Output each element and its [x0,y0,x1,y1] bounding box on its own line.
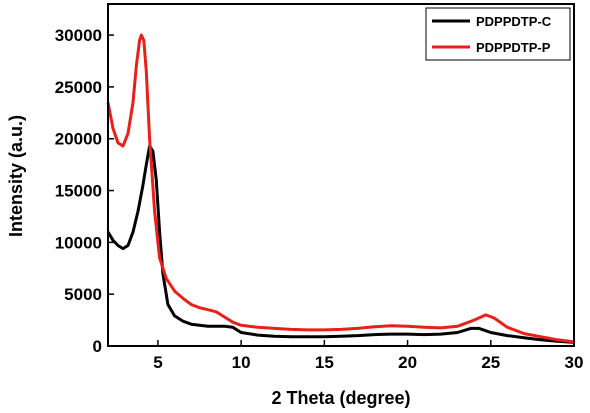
legend-box [425,7,571,61]
series-lines [106,33,575,344]
y-tick-label: 20000 [55,130,102,149]
x-tick-label: 20 [398,353,417,372]
x-tick-label: 10 [232,353,251,372]
legend-label-pdppdtp-c: PDPPDTP-C [476,14,552,29]
y-tick-label: 0 [93,337,102,356]
x-axis: 5 10 15 20 25 30 [153,340,583,372]
y-tick-label: 5000 [64,285,102,304]
x-tick-label: 5 [153,353,162,372]
legend-label-pdppdtp-p: PDPPDTP-P [476,40,551,55]
y-axis: 0 5000 10000 15000 20000 25000 30000 [55,26,114,356]
y-axis-title: Intensity (a.u.) [6,115,26,237]
y-tick-label: 30000 [55,26,102,45]
plot-frame [107,3,575,347]
y-tick-label: 10000 [55,233,102,252]
legend: PDPPDTP-C PDPPDTP-P [425,7,571,61]
x-axis-title: 2 Theta (degree) [271,388,410,408]
series-line-pdppdtp-c [106,144,575,344]
y-tick-label: 15000 [55,182,102,201]
x-tick-label: 25 [481,353,500,372]
x-tick-label: 30 [565,353,584,372]
series-line-pdppdtp-p [106,33,575,344]
x-tick-label: 15 [315,353,334,372]
y-tick-label: 25000 [55,78,102,97]
